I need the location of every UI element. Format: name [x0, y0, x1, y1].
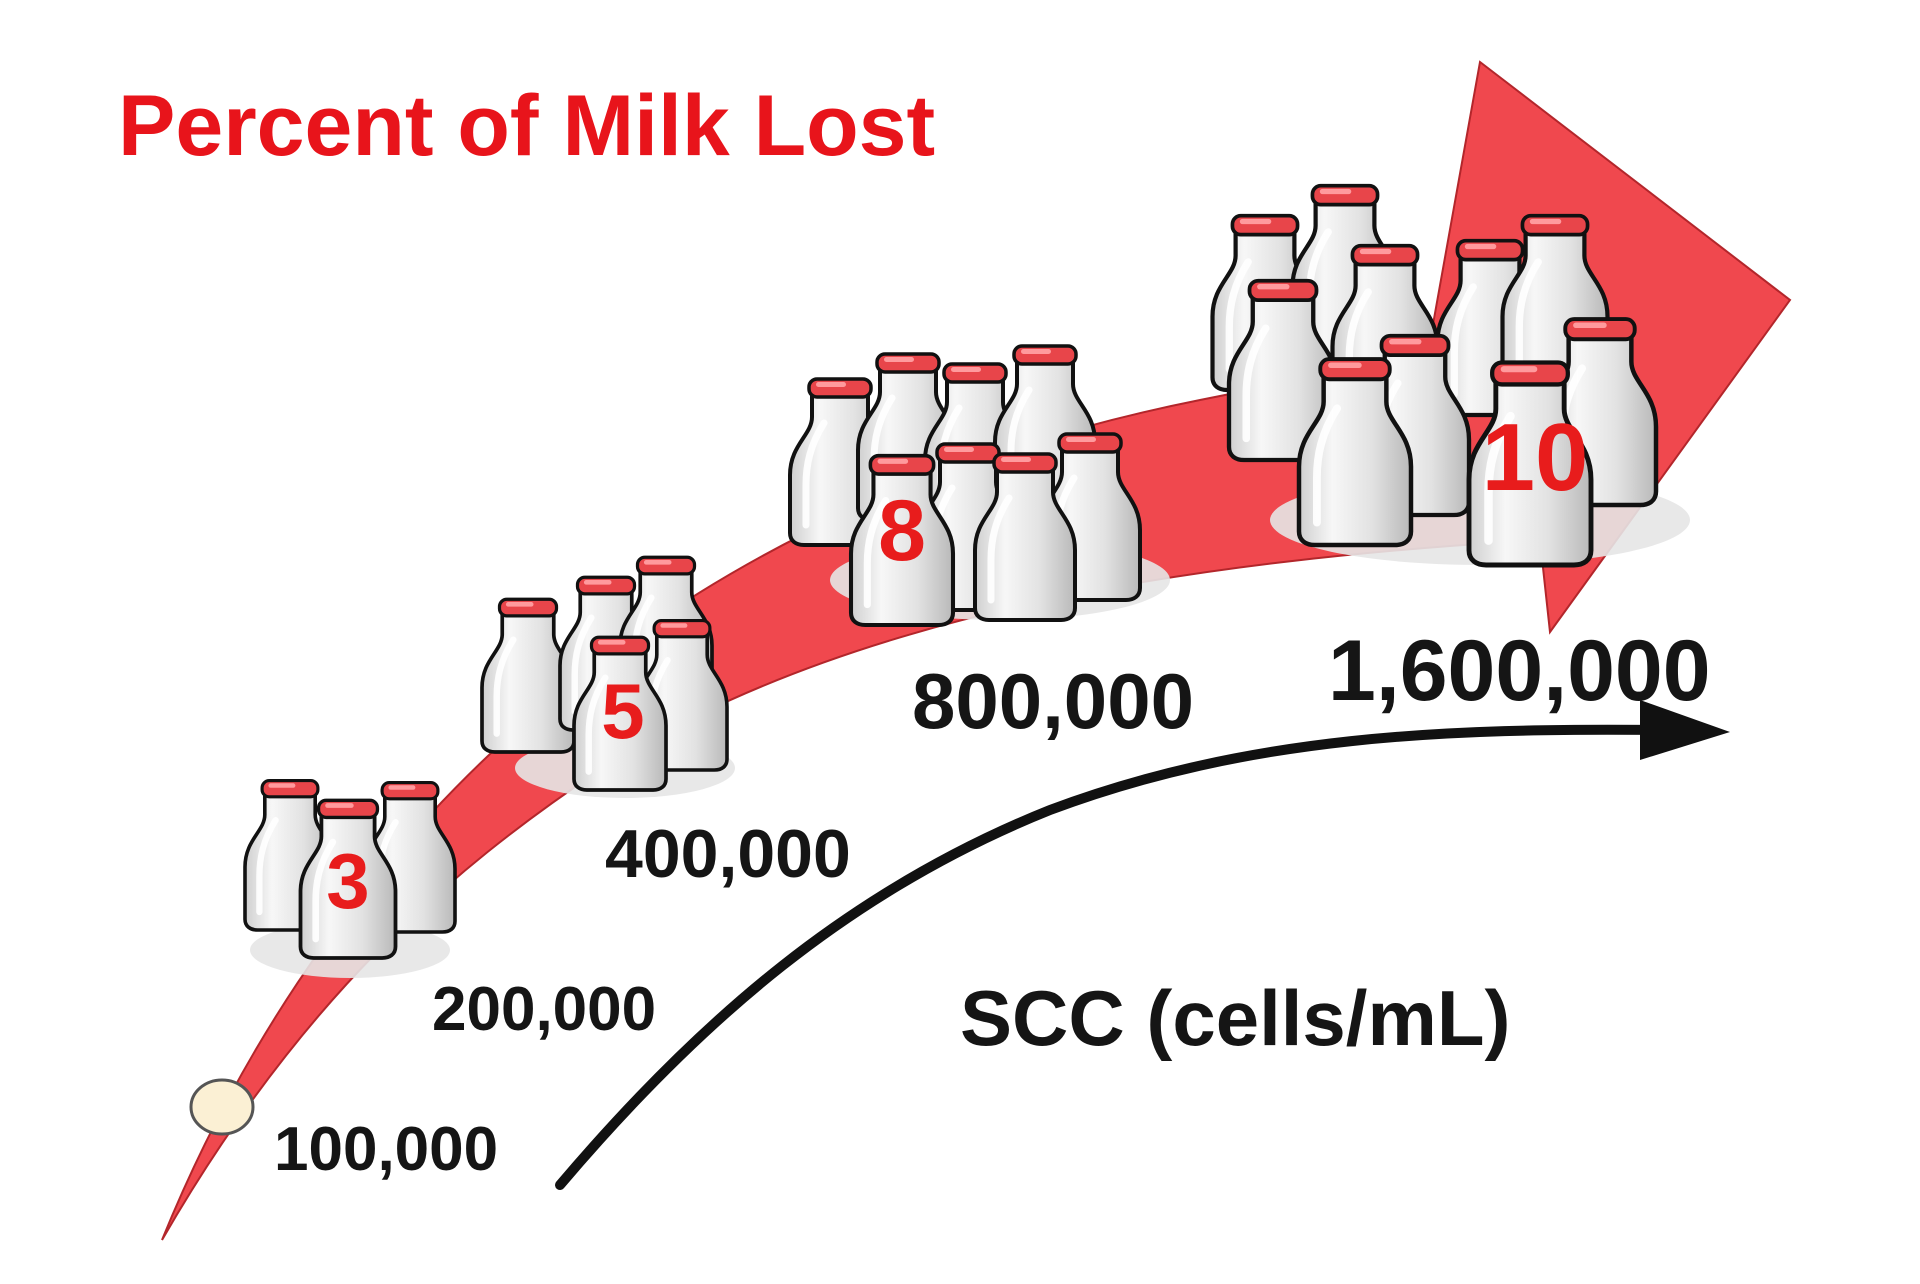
- percent-label-10: 10: [1482, 404, 1589, 511]
- percent-label-5: 5: [601, 667, 644, 755]
- bottle-group-5: [482, 557, 735, 798]
- bottle-group-3: [245, 781, 455, 978]
- bottle-group-8: [790, 346, 1170, 625]
- scc-label-400000: 400,000: [605, 816, 851, 892]
- bottle-group-10: [1213, 186, 1690, 565]
- percent-label-3: 3: [326, 837, 369, 925]
- scc-label-200000: 200,000: [432, 975, 656, 1044]
- scc-axis-arrow: [555, 724, 1665, 1190]
- scc-label-1600000: 1,600,000: [1328, 623, 1711, 719]
- chart-title: Percent of Milk Lost: [118, 78, 935, 174]
- start-dot: [189, 1078, 255, 1136]
- scc-label-100000: 100,000: [274, 1115, 498, 1184]
- scc-axis-arrowhead: [1640, 700, 1730, 760]
- percent-label-8: 8: [878, 483, 926, 579]
- scc-axis-label: SCC (cells/mL): [960, 974, 1510, 1062]
- scc-label-800000: 800,000: [912, 657, 1194, 745]
